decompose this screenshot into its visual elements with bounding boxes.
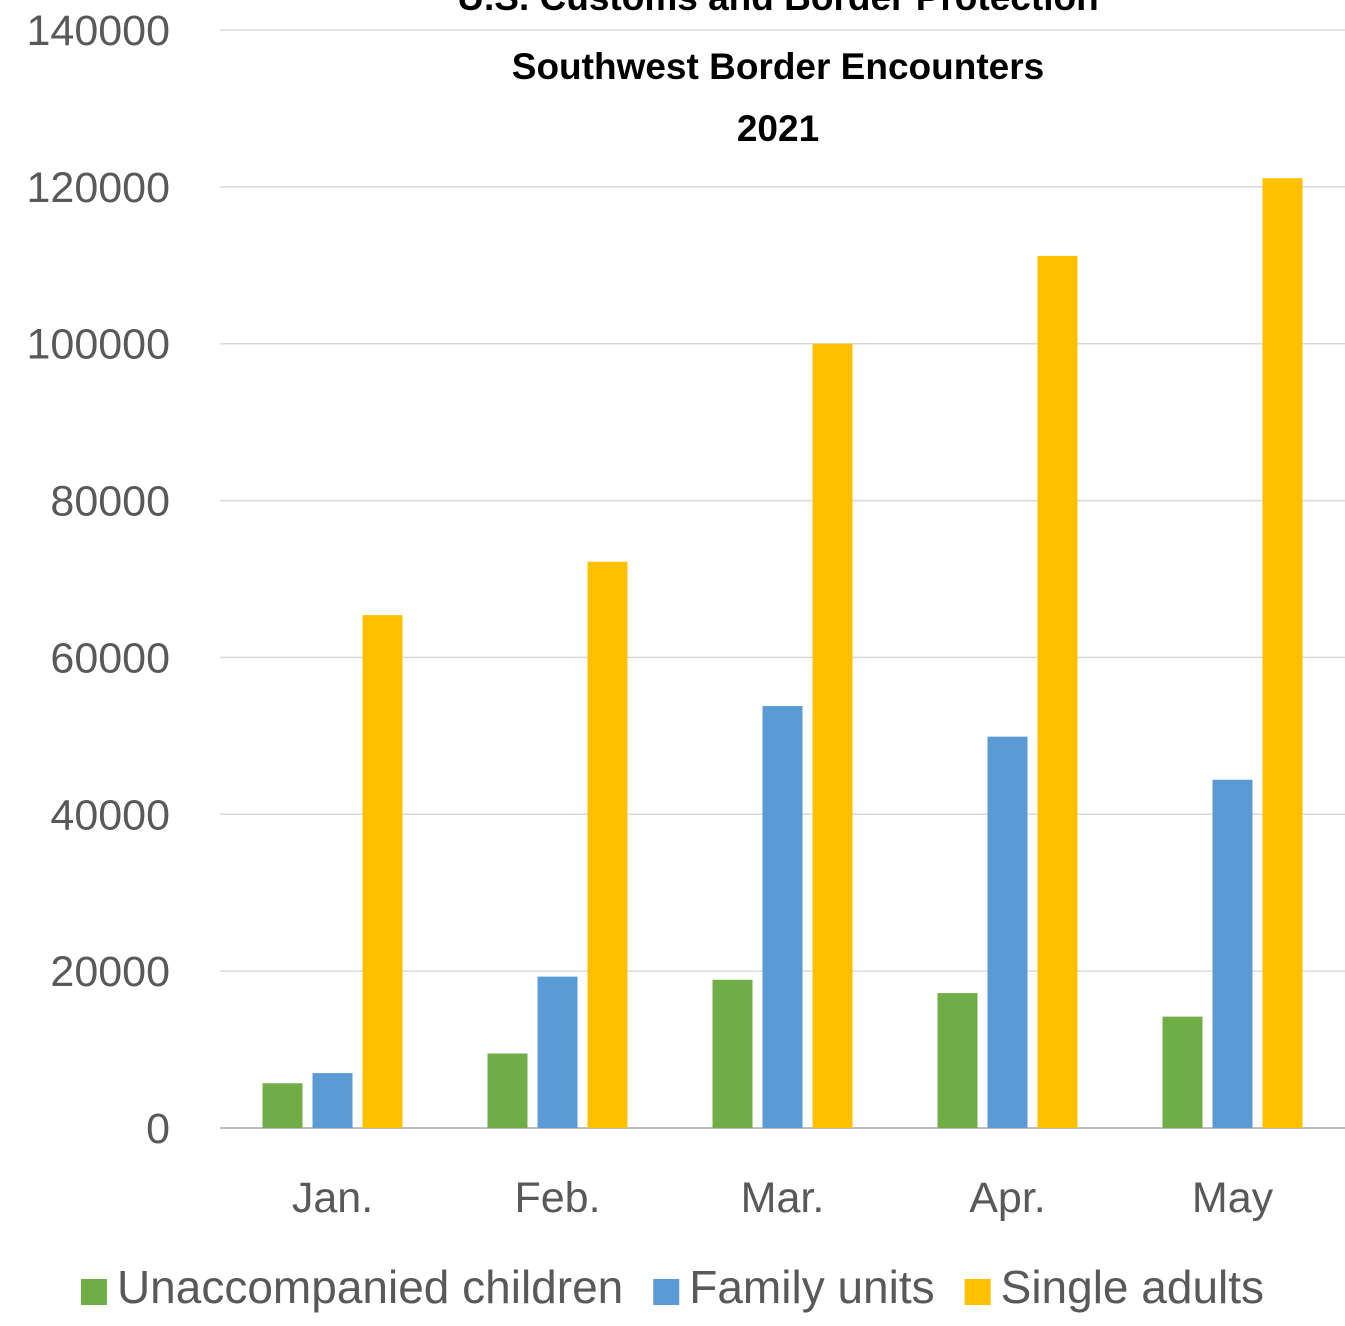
y-tick-label: 80000 <box>50 478 170 526</box>
legend: Unaccompanied children Family units Single… <box>80 1261 1264 1313</box>
bar <box>262 1083 303 1128</box>
x-tick-label: Apr. <box>969 1174 1046 1222</box>
title-line-2: Southwest Border Encounters <box>512 46 1044 87</box>
x-tick-label: Mar. <box>741 1174 825 1222</box>
bar <box>362 615 403 1128</box>
bar <box>587 561 628 1128</box>
legend-item: Unaccompanied children <box>80 1261 623 1313</box>
bar <box>812 343 853 1128</box>
y-tick-label: 40000 <box>50 791 170 839</box>
x-tick-label: May <box>1192 1174 1274 1222</box>
bar <box>1037 255 1078 1129</box>
bar <box>937 993 978 1128</box>
title-line-1: U.S. Customs and Border Protection <box>457 0 1098 18</box>
y-tick-label: 0 <box>146 1105 170 1153</box>
bars <box>262 178 1303 1129</box>
chart-title: U.S. Customs and Border Protection South… <box>457 0 1098 149</box>
bar <box>762 706 803 1128</box>
y-tick-label: 20000 <box>50 948 170 996</box>
bar <box>487 1053 528 1128</box>
bar <box>987 736 1028 1128</box>
legend-item: Single adults <box>964 1261 1264 1313</box>
legend-label: Family units <box>689 1261 934 1313</box>
x-tick-label: Jan. <box>292 1174 373 1222</box>
x-axis: Jan. Feb. Mar. Apr. May <box>292 1174 1274 1222</box>
legend-label: Single adults <box>1001 1261 1264 1313</box>
legend-item: Family units <box>653 1261 935 1313</box>
y-axis: 0 20000 40000 60000 80000 100000 120000 140000 <box>27 7 171 1153</box>
bar <box>1212 779 1253 1128</box>
bar <box>312 1073 353 1128</box>
y-tick-label: 60000 <box>50 634 170 682</box>
y-tick-label: 100000 <box>27 321 171 369</box>
bar <box>712 979 753 1128</box>
title-line-3: 2021 <box>737 108 819 149</box>
bar <box>1262 178 1303 1129</box>
gridlines <box>220 29 1345 1129</box>
legend-label: Unaccompanied children <box>117 1261 623 1313</box>
x-tick-label: Feb. <box>514 1174 600 1222</box>
legend-swatch <box>964 1279 991 1305</box>
bar <box>537 976 578 1128</box>
y-tick-label: 120000 <box>27 164 171 212</box>
legend-swatch <box>80 1279 107 1305</box>
y-tick-label: 140000 <box>27 7 171 55</box>
bar <box>1162 1016 1203 1128</box>
legend-swatch <box>653 1279 680 1305</box>
